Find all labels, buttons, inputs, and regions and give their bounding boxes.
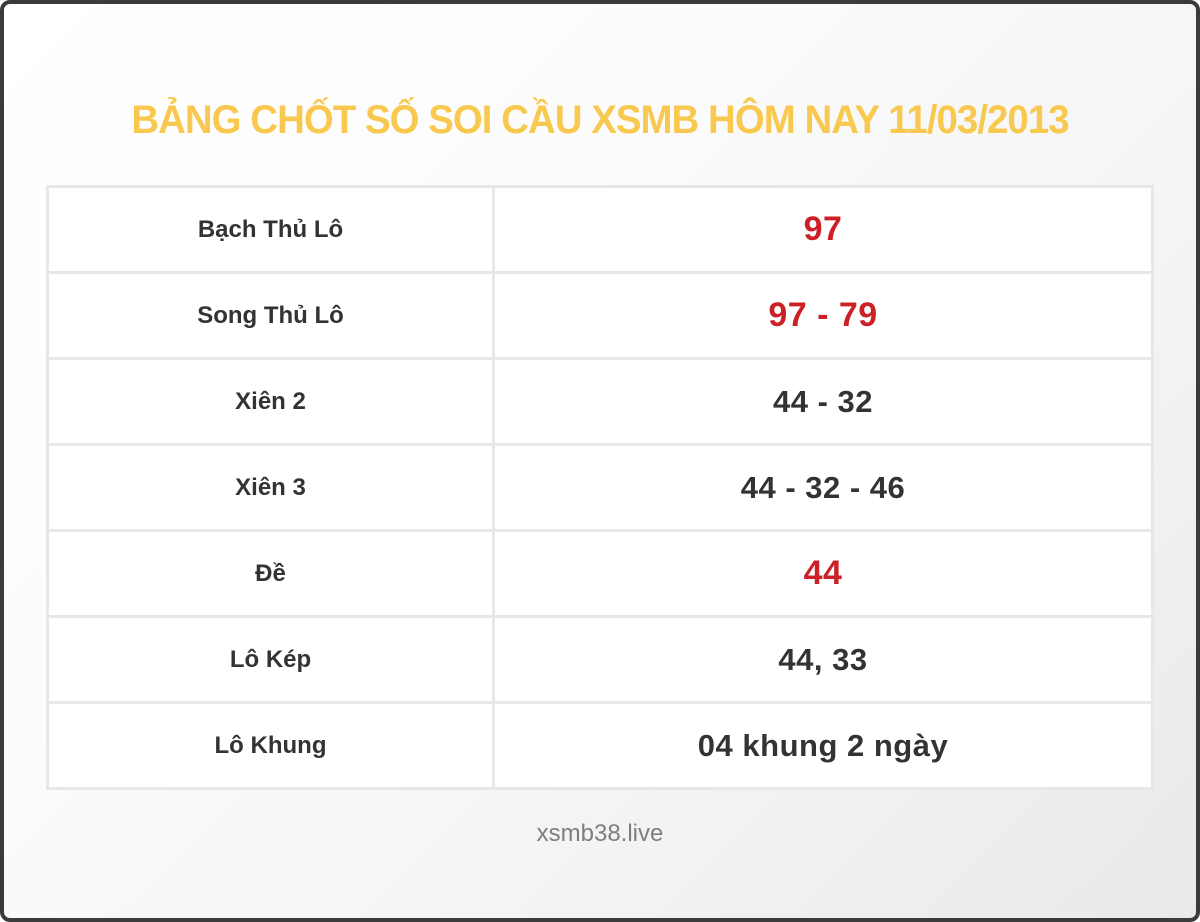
- row-value: 04 khung 2 ngày: [697, 727, 949, 763]
- table-row: Song Thủ Lô 97 - 79: [49, 274, 1151, 357]
- table-row: Lô Kép 44, 33: [49, 618, 1151, 701]
- table-row: Lô Khung 04 khung 2 ngày: [49, 704, 1151, 787]
- row-value-cell: 97: [495, 188, 1151, 271]
- row-value: 44: [803, 554, 843, 592]
- row-label: Lô Khung: [214, 731, 327, 759]
- row-label: Bạch Thủ Lô: [197, 215, 344, 243]
- row-value: 97 - 79: [768, 296, 878, 334]
- row-label: Đề: [255, 559, 286, 587]
- row-value: 44 - 32 - 46: [740, 469, 906, 505]
- row-label-cell: Lô Khung: [49, 704, 492, 787]
- row-value-cell: 44: [495, 532, 1151, 615]
- row-label-cell: Song Thủ Lô: [49, 274, 492, 357]
- row-value: 44 - 32: [772, 383, 873, 419]
- row-label: Xiên 3: [235, 473, 306, 501]
- row-label-cell: Đề: [49, 532, 492, 615]
- row-value-cell: 44 - 32 - 46: [495, 446, 1151, 529]
- table-row: Bạch Thủ Lô 97: [49, 188, 1151, 271]
- row-value: 97: [803, 210, 843, 248]
- row-label-cell: Xiên 2: [49, 360, 492, 443]
- table-row: Đề 44: [49, 532, 1151, 615]
- row-label-cell: Lô Kép: [49, 618, 492, 701]
- row-label-cell: Xiên 3: [49, 446, 492, 529]
- row-value-cell: 44, 33: [495, 618, 1151, 701]
- row-value: 44, 33: [778, 641, 868, 677]
- row-label: Xiên 2: [235, 387, 306, 415]
- row-value-cell: 97 - 79: [495, 274, 1151, 357]
- row-label: Song Thủ Lô: [197, 301, 344, 329]
- site-watermark: xsmb38.live: [536, 820, 664, 847]
- row-label-cell: Bạch Thủ Lô: [49, 188, 492, 271]
- table-row: Xiên 3 44 - 32 - 46: [49, 446, 1151, 529]
- row-label: Lô Kép: [229, 645, 312, 673]
- row-value-cell: 04 khung 2 ngày: [495, 704, 1151, 787]
- row-value-cell: 44 - 32: [495, 360, 1151, 443]
- prediction-table: Bạch Thủ Lô 97 Song Thủ Lô 97 - 79 Xiên …: [46, 185, 1154, 790]
- table-row: Xiên 2 44 - 32: [49, 360, 1151, 443]
- page-title: BẢNG CHỐT SỐ SOI CẦU XSMB HÔM NAY 11/03/…: [131, 98, 1069, 142]
